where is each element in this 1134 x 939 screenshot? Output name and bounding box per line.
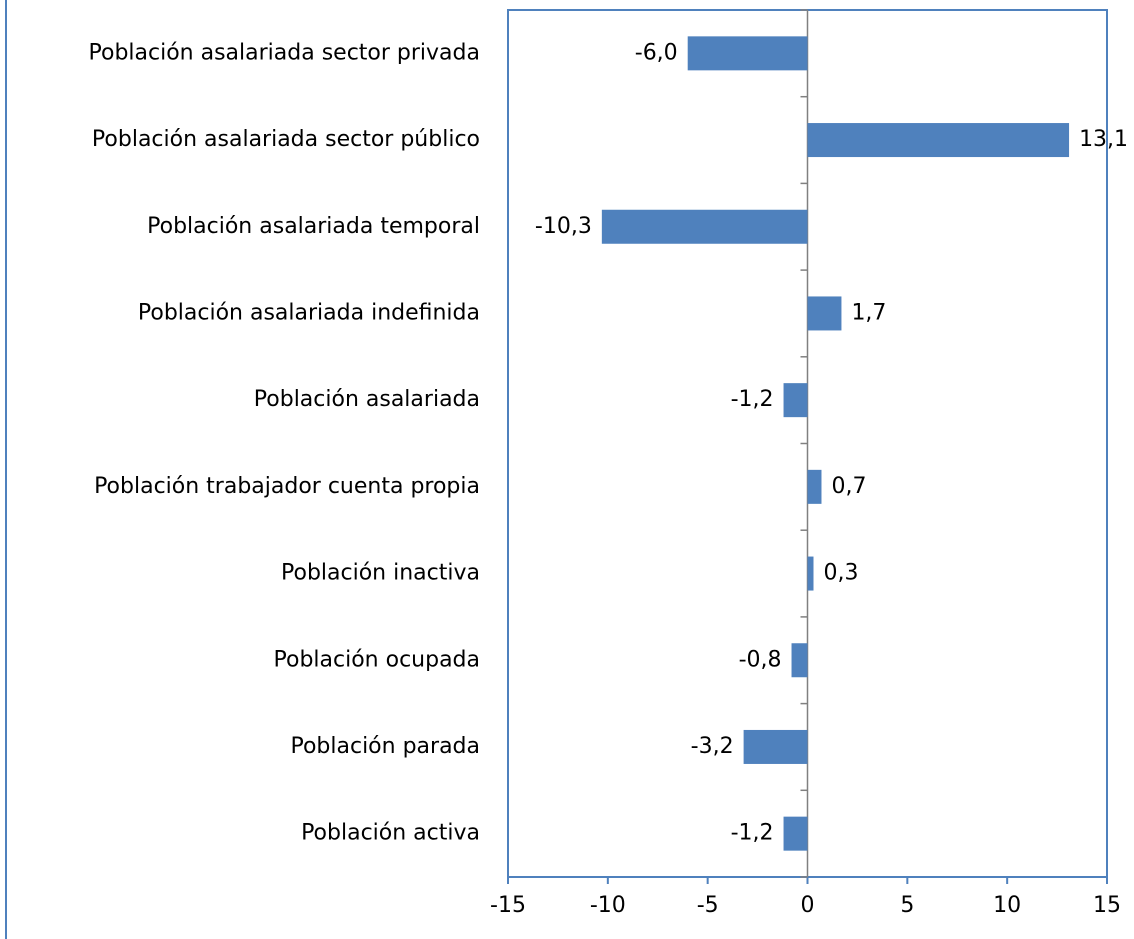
value-label: -1,2 <box>731 821 774 846</box>
y-tick-label: Población trabajador cuenta propia <box>94 474 480 499</box>
bar <box>791 643 808 678</box>
value-label: 0,7 <box>831 474 866 499</box>
bar <box>807 556 814 591</box>
bar <box>783 816 808 851</box>
bar <box>807 296 842 331</box>
y-tick-label: Población parada <box>290 734 480 759</box>
value-label: -6,0 <box>635 40 678 65</box>
x-tick-label: -5 <box>697 893 719 918</box>
y-tick-label: Población activa <box>301 821 480 846</box>
bar <box>687 36 808 71</box>
y-tick-label: Población ocupada <box>274 647 481 672</box>
y-tick-label: Población inactiva <box>281 561 480 586</box>
bar <box>743 729 808 764</box>
x-tick-label: 0 <box>801 893 815 918</box>
y-tick-label: Población asalariada temporal <box>147 214 480 239</box>
value-label: -0,8 <box>739 647 782 672</box>
value-label: 0,3 <box>823 561 858 586</box>
y-tick-label: Población asalariada sector público <box>92 127 480 152</box>
value-label: -3,2 <box>691 734 734 759</box>
bar <box>807 123 1070 158</box>
x-tick-label: -15 <box>490 893 526 918</box>
value-label: -10,3 <box>535 214 592 239</box>
y-tick-label: Población asalariada sector privada <box>89 40 481 65</box>
y-tick-label: Población asalariada <box>254 387 480 412</box>
x-tick-label: 15 <box>1093 893 1121 918</box>
bar <box>601 209 808 244</box>
value-label: -1,2 <box>731 387 774 412</box>
value-label: 1,7 <box>851 300 886 325</box>
x-tick-label: -10 <box>590 893 626 918</box>
bar <box>783 383 808 418</box>
x-tick-label: 10 <box>993 893 1021 918</box>
value-label: 13,1 <box>1079 127 1128 152</box>
bar <box>807 469 822 504</box>
x-tick-label: 5 <box>900 893 914 918</box>
y-tick-label: Población asalariada indefinida <box>138 300 480 325</box>
